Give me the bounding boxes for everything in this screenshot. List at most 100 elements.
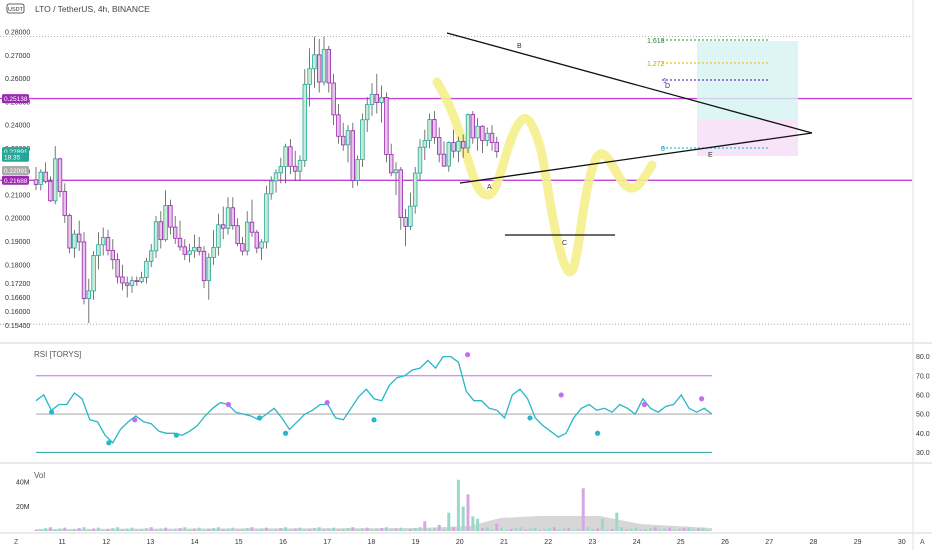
candle-body	[77, 233, 82, 243]
candle-body	[268, 180, 274, 195]
candle-body	[398, 169, 403, 218]
candlestick-series	[33, 36, 499, 324]
volume-bar	[533, 527, 537, 531]
time-axis[interactable]: Z A 11 12 13 14 15 16 17 18 19 20 21 22 23 24 25 26 27 28…	[14, 539, 925, 546]
volume-bar	[701, 527, 705, 531]
volume-bar	[39, 528, 43, 531]
candle	[163, 190, 168, 242]
volume-bar	[692, 529, 696, 531]
volume-bar	[466, 494, 470, 531]
price-badge	[2, 175, 29, 185]
candle-body	[96, 244, 101, 256]
volume-tick-label: 40M	[16, 480, 30, 487]
rsi-pivot-dot	[257, 415, 263, 421]
candle	[249, 199, 255, 237]
candle-body	[57, 158, 63, 192]
volume-bar	[408, 528, 412, 531]
volume-bar	[303, 529, 307, 531]
price-tick-label: 0.19000	[5, 239, 30, 246]
volume-bar	[264, 527, 268, 531]
price-badge	[2, 152, 29, 162]
volume-bar	[288, 529, 292, 531]
volume-bar	[149, 527, 153, 531]
candle	[115, 253, 120, 284]
volume-bar	[490, 529, 494, 531]
candle-body	[125, 282, 130, 286]
candle-body	[196, 246, 202, 252]
volume-bar	[610, 528, 614, 531]
candle	[144, 257, 149, 284]
volume-bar	[404, 529, 408, 531]
candle	[72, 229, 77, 258]
time-tick-label: 18	[368, 539, 376, 546]
candle	[187, 243, 192, 263]
volume-bar	[687, 527, 691, 531]
candle	[484, 127, 490, 147]
candle	[278, 157, 283, 184]
point-label-c: C	[562, 240, 567, 247]
volume-bar	[418, 527, 422, 531]
volume-bar	[245, 528, 249, 531]
time-tick-label: 30	[898, 539, 906, 546]
price-badge-text: 0.22891	[4, 149, 28, 156]
price-badge-text: 0.25138	[4, 96, 28, 103]
candle	[446, 141, 451, 172]
candle-body	[465, 114, 471, 149]
volume-bar	[48, 527, 52, 531]
volume-bar	[178, 528, 182, 531]
candle	[350, 122, 355, 188]
candle-body	[460, 141, 466, 149]
rsi-line	[35, 355, 713, 444]
candle-body	[182, 246, 187, 255]
point-label-b: B	[517, 43, 522, 50]
volume-bar	[125, 528, 129, 531]
volume-bar	[58, 528, 62, 531]
candle	[427, 113, 432, 149]
candle-body	[158, 221, 163, 241]
candle-body	[163, 205, 168, 241]
candle-body	[432, 119, 437, 138]
candle-body	[134, 280, 139, 283]
candle-body	[374, 93, 379, 103]
candle	[321, 36, 327, 86]
target-zone: 1.618 1.272 1 0	[647, 38, 798, 156]
candle-body	[91, 255, 96, 292]
volume-bar	[226, 528, 230, 531]
candle	[465, 113, 471, 154]
candle	[216, 213, 221, 256]
candle-body	[168, 205, 173, 228]
volume-bar	[456, 479, 460, 531]
time-tick-label: 29	[854, 539, 862, 546]
volume-bar	[260, 528, 264, 531]
volume-bar	[116, 527, 120, 531]
candle	[379, 85, 384, 123]
volume-bar	[423, 521, 427, 531]
volume-bar	[216, 527, 220, 531]
candle-body	[120, 276, 125, 284]
time-tick-label: 16	[279, 539, 287, 546]
highlighter-w-pattern	[432, 77, 657, 277]
candle-body	[62, 191, 67, 216]
rsi-pivot-dot	[173, 432, 179, 438]
price-tick-label: 0.17200	[5, 281, 30, 288]
candle	[460, 134, 466, 158]
price-tick-label: 0.16000	[5, 309, 30, 316]
volume-bar	[269, 529, 273, 531]
candle-body	[340, 135, 346, 146]
candle-body	[451, 142, 456, 152]
volume-bar	[202, 529, 206, 531]
candle	[364, 97, 370, 133]
chart-header: USDT LTO / TetherUS, 4h, BINANCE	[6, 3, 150, 14]
candle	[297, 155, 303, 181]
candle-body	[129, 280, 135, 286]
candle	[432, 111, 437, 144]
volume-bar	[624, 529, 628, 531]
candle-body	[417, 146, 423, 174]
candle-body	[225, 207, 231, 229]
volume-label: Vol	[34, 471, 45, 480]
volume-bar	[644, 528, 648, 531]
candle-body	[278, 166, 283, 174]
time-tick-label: 19	[412, 539, 420, 546]
candle-body	[177, 237, 183, 248]
